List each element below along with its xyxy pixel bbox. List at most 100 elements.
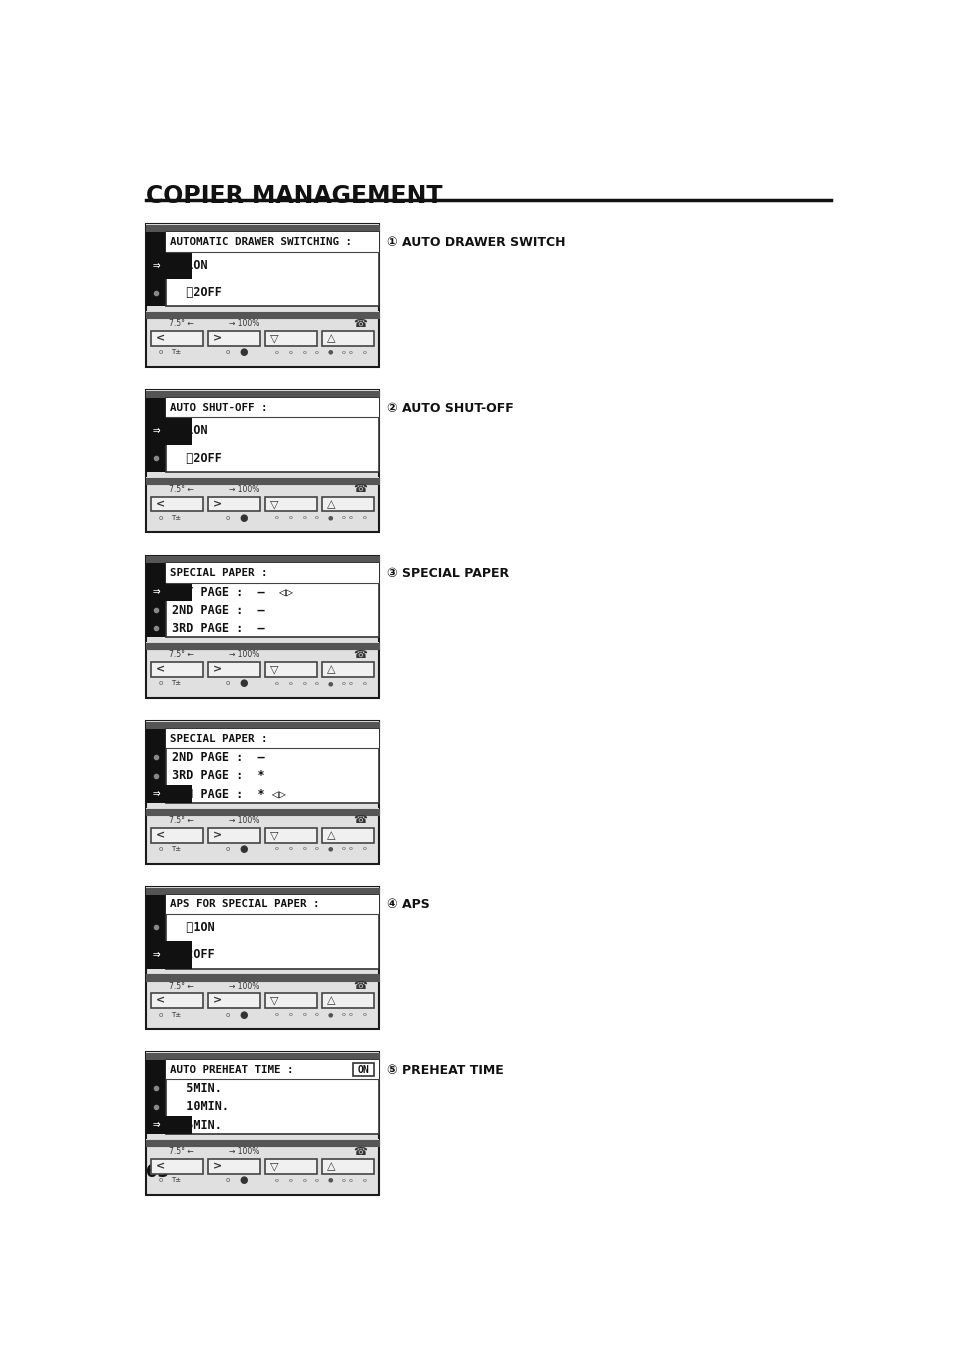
Text: o: o <box>302 515 306 520</box>
Bar <box>146 886 378 894</box>
Bar <box>146 808 378 816</box>
Text: ⑤ PREHEAT TIME: ⑤ PREHEAT TIME <box>386 1063 503 1077</box>
Text: o: o <box>158 350 162 355</box>
Bar <box>146 232 166 307</box>
Text: o: o <box>226 1012 230 1017</box>
Bar <box>265 828 317 843</box>
Text: AUTOMATIC DRAWER SWITCHING :: AUTOMATIC DRAWER SWITCHING : <box>170 236 352 247</box>
Text: ●: ● <box>239 1175 248 1185</box>
Text: >15MIN.: >15MIN. <box>172 1119 222 1132</box>
Text: o: o <box>362 1012 367 1017</box>
Text: >: > <box>213 665 222 674</box>
Text: >: > <box>213 830 222 840</box>
Text: o: o <box>302 681 306 686</box>
Bar <box>151 497 203 512</box>
Bar <box>146 555 378 563</box>
Bar <box>146 477 378 485</box>
Text: o: o <box>289 515 293 520</box>
Text: o: o <box>349 847 353 851</box>
Text: o: o <box>289 1178 293 1182</box>
Text: T±: T± <box>172 846 181 852</box>
Text: → 100%: → 100% <box>229 1147 259 1156</box>
Bar <box>166 894 378 969</box>
Text: AUTO SHUT-OFF :: AUTO SHUT-OFF : <box>170 403 267 412</box>
Text: o: o <box>349 515 353 520</box>
Bar <box>166 399 378 417</box>
Text: 7.5° ←: 7.5° ← <box>169 1147 193 1156</box>
Text: o: o <box>158 515 162 521</box>
Bar <box>146 399 166 471</box>
Text: ② AUTO SHUT-OFF: ② AUTO SHUT-OFF <box>386 401 513 415</box>
Text: >: > <box>213 334 222 343</box>
Bar <box>146 417 192 444</box>
Bar <box>265 331 317 346</box>
Text: APS FOR SPECIAL PAPER :: APS FOR SPECIAL PAPER : <box>170 900 319 909</box>
Bar <box>151 1159 203 1174</box>
Text: 2ND PAGE :  –: 2ND PAGE : – <box>172 604 265 616</box>
Text: o: o <box>362 681 367 686</box>
Text: ●: ● <box>239 513 248 523</box>
Bar <box>146 643 378 650</box>
Text: ☎: ☎ <box>353 319 367 328</box>
Bar <box>321 331 374 346</box>
Bar <box>265 497 317 512</box>
Text: o: o <box>362 350 367 355</box>
Bar <box>146 785 192 802</box>
Text: ●: ● <box>239 844 248 854</box>
Text: >②2OFF: >②2OFF <box>172 948 214 962</box>
Text: o: o <box>302 1012 306 1017</box>
Text: ●: ● <box>239 347 248 357</box>
Bar <box>166 730 378 802</box>
Text: o: o <box>349 681 353 686</box>
Text: 7.5° ←: 7.5° ← <box>169 816 193 825</box>
Text: <: < <box>155 996 165 1005</box>
Text: o: o <box>226 350 230 355</box>
Text: o: o <box>362 515 367 520</box>
Bar <box>321 662 374 677</box>
Text: ⇒: ⇒ <box>152 948 160 962</box>
Text: >①1ON: >①1ON <box>172 424 208 438</box>
Text: o: o <box>314 1178 317 1182</box>
Text: ☎: ☎ <box>353 1147 367 1156</box>
Text: o: o <box>342 1012 346 1017</box>
Text: ☎: ☎ <box>353 981 367 992</box>
Bar <box>146 555 378 698</box>
Text: o: o <box>274 847 278 851</box>
Text: ⇒: ⇒ <box>152 424 160 438</box>
Bar <box>353 1063 374 1077</box>
Bar <box>146 942 192 969</box>
Bar <box>208 331 260 346</box>
Bar <box>166 894 378 913</box>
Text: SPECIAL PAPER :: SPECIAL PAPER : <box>170 734 267 743</box>
Text: o: o <box>342 847 346 851</box>
Text: ●: ● <box>327 515 333 520</box>
Bar <box>321 828 374 843</box>
Text: o: o <box>342 681 346 686</box>
Bar <box>146 399 378 471</box>
Text: 7.5° ←: 7.5° ← <box>169 650 193 659</box>
Text: △: △ <box>327 1162 335 1171</box>
Bar <box>151 331 203 346</box>
Text: o: o <box>314 1012 317 1017</box>
Bar <box>166 563 378 582</box>
Text: ●: ● <box>327 1178 333 1182</box>
Text: ●: ● <box>327 681 333 686</box>
Text: o: o <box>226 515 230 521</box>
Text: ①1ON: ①1ON <box>172 921 214 934</box>
Bar <box>265 993 317 1008</box>
Text: o: o <box>274 681 278 686</box>
Text: 5MIN.: 5MIN. <box>172 1082 222 1094</box>
Text: <: < <box>155 1162 165 1171</box>
Text: T±: T± <box>172 515 181 521</box>
Text: <: < <box>155 334 165 343</box>
Bar <box>146 1052 378 1061</box>
Text: 7.5° ←: 7.5° ← <box>169 485 193 494</box>
Bar <box>146 251 192 280</box>
Bar <box>146 390 378 532</box>
Text: 7.5° ←: 7.5° ← <box>169 982 193 990</box>
Text: o: o <box>342 515 346 520</box>
Text: >: > <box>213 996 222 1005</box>
Bar <box>166 1061 378 1133</box>
Bar <box>146 311 378 319</box>
Bar <box>321 497 374 512</box>
